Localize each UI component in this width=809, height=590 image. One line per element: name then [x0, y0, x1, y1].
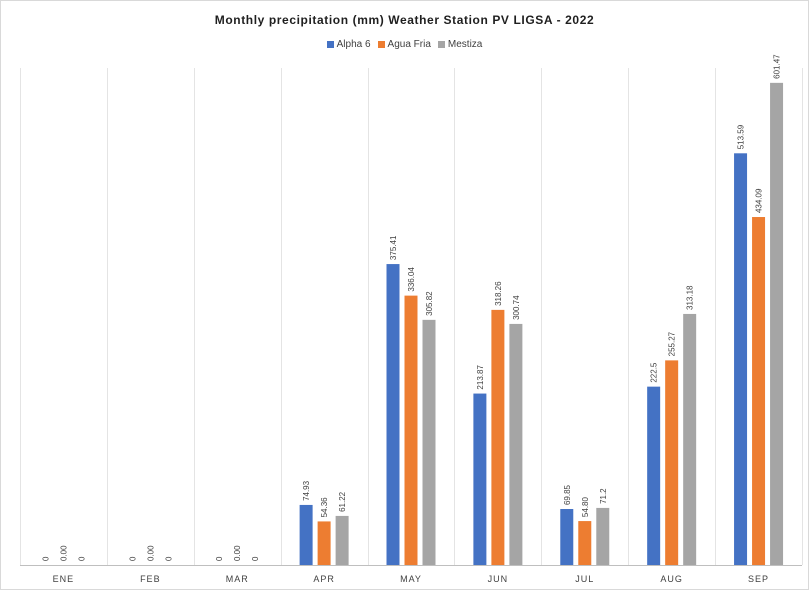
data-label: 313.18: [686, 285, 695, 310]
bar: [683, 313, 697, 565]
x-tick-label: JUL: [575, 574, 594, 584]
data-label: 336.04: [407, 267, 416, 292]
data-label: 54.36: [320, 497, 329, 518]
data-label: 74.93: [302, 480, 311, 501]
legend-swatch-series-2: [377, 41, 385, 48]
legend-item-series-1: Alpha 6: [326, 39, 371, 50]
bar: [596, 507, 610, 565]
legend-label-series-1: Alpha 6: [336, 39, 371, 50]
bar: [317, 521, 331, 565]
data-label: 0: [128, 556, 137, 561]
data-label: 0: [164, 556, 173, 561]
bar: [509, 323, 523, 565]
x-tick-label: SEP: [748, 574, 769, 584]
x-tick-label: MAY: [400, 574, 422, 584]
data-label: 0: [41, 556, 50, 561]
data-label: 255.27: [668, 331, 677, 356]
data-label: 0: [215, 556, 224, 561]
bar: [299, 504, 313, 565]
legend-label-series-3: Mestiza: [447, 39, 483, 50]
bar: [752, 217, 766, 566]
legend-swatch-series-1: [326, 41, 334, 48]
bar: [473, 393, 487, 565]
data-label: 601.47: [773, 54, 782, 79]
data-label: 300.74: [512, 295, 521, 320]
chart-title: Monthly precipitation (mm) Weather Stati…: [214, 13, 595, 27]
x-tick-label: APR: [313, 574, 335, 584]
data-label: 222.5: [650, 362, 659, 383]
x-tick-label: MAR: [226, 574, 249, 584]
bar: [770, 82, 784, 566]
legend-item-series-3: Mestiza: [437, 39, 483, 50]
data-label: 69.85: [563, 484, 572, 505]
bar: [560, 509, 574, 565]
bar: [404, 295, 418, 565]
legend-item-series-2: Agua Fria: [377, 39, 431, 50]
x-tick-label: FEB: [140, 574, 161, 584]
data-label: 0: [77, 556, 86, 561]
x-tick-label: JUN: [488, 574, 509, 584]
data-label: 54.80: [581, 497, 590, 518]
bar: [647, 386, 661, 565]
bar: [422, 319, 436, 565]
data-label: 0.00: [233, 545, 242, 561]
data-label: 0.00: [146, 545, 155, 561]
data-label: 0.00: [59, 545, 68, 561]
bar: [665, 360, 679, 565]
chart-legend: Alpha 6 Agua Fria Mestiza: [0, 39, 809, 50]
x-tick-label: ENE: [53, 574, 75, 584]
data-label: 513.59: [737, 124, 746, 149]
data-label: 318.26: [494, 281, 503, 306]
legend-label-series-2: Agua Fria: [387, 39, 431, 50]
data-label: 71.2: [599, 488, 608, 504]
bar: [335, 515, 349, 565]
data-label: 213.87: [476, 365, 485, 390]
bar: [386, 264, 400, 565]
data-label: 61.22: [338, 491, 347, 512]
x-tick-label: AUG: [660, 574, 683, 584]
legend-swatch-series-3: [437, 41, 445, 48]
data-label: 375.41: [389, 235, 398, 260]
data-label: 0: [251, 556, 260, 561]
data-label: 305.82: [425, 291, 434, 316]
data-label: 434.09: [755, 188, 764, 213]
bar: [491, 309, 505, 565]
bar: [734, 153, 748, 565]
bar: [578, 521, 592, 565]
